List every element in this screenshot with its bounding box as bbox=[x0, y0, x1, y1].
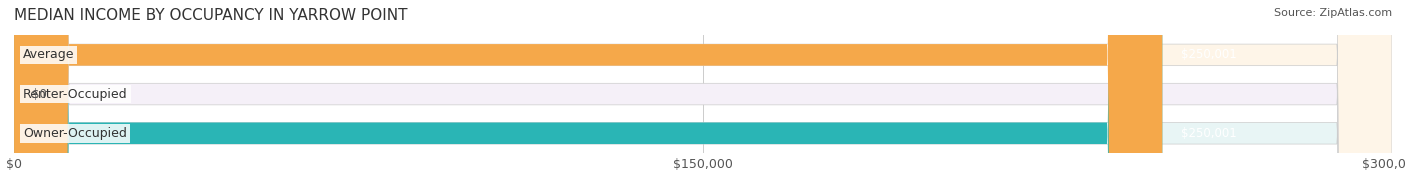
FancyBboxPatch shape bbox=[14, 0, 1392, 196]
Text: $250,001: $250,001 bbox=[1181, 48, 1236, 61]
Text: $0: $0 bbox=[32, 88, 48, 101]
Text: Renter-Occupied: Renter-Occupied bbox=[24, 88, 128, 101]
Text: Average: Average bbox=[24, 48, 75, 61]
FancyBboxPatch shape bbox=[14, 0, 1392, 196]
Text: $250,001: $250,001 bbox=[1181, 127, 1236, 140]
FancyBboxPatch shape bbox=[14, 0, 1163, 196]
Text: MEDIAN INCOME BY OCCUPANCY IN YARROW POINT: MEDIAN INCOME BY OCCUPANCY IN YARROW POI… bbox=[14, 8, 408, 23]
FancyBboxPatch shape bbox=[14, 0, 1392, 196]
Text: Owner-Occupied: Owner-Occupied bbox=[24, 127, 127, 140]
FancyBboxPatch shape bbox=[14, 0, 1163, 196]
Text: Source: ZipAtlas.com: Source: ZipAtlas.com bbox=[1274, 8, 1392, 18]
